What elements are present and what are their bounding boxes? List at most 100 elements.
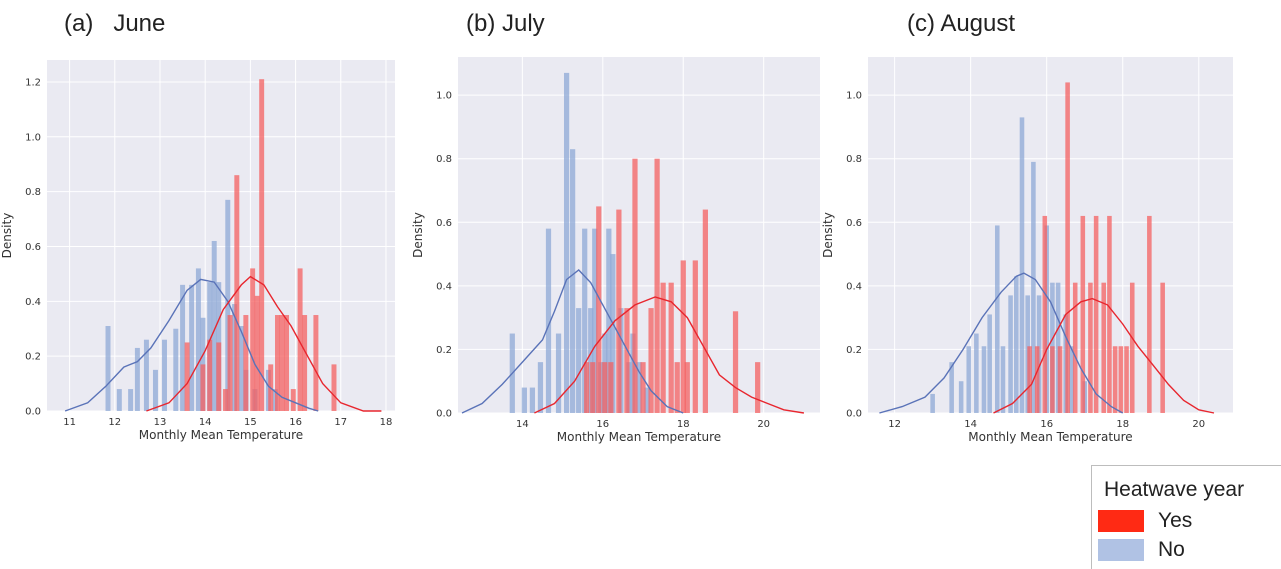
bar-no: [1019, 117, 1025, 414]
x-tick-label: 14: [516, 419, 529, 430]
kde-line-yes: [534, 296, 805, 414]
bar-no: [592, 228, 598, 413]
legend-item-no: No: [1098, 537, 1185, 563]
bar-yes: [654, 158, 660, 413]
bar-no: [974, 333, 979, 413]
bar-yes: [602, 362, 608, 413]
bar-no: [180, 284, 186, 411]
y-tick-label: 0.4: [436, 281, 452, 292]
bar-no: [644, 387, 650, 413]
bar-yes: [624, 308, 630, 413]
x-tick-label: 17: [334, 417, 347, 428]
plot-area: [458, 57, 820, 413]
y-tick-label: 0.6: [25, 242, 41, 253]
bar-yes: [732, 311, 739, 413]
bar-no: [981, 346, 987, 413]
bar-no: [930, 393, 935, 413]
x-tick-label: 12: [108, 417, 121, 428]
panel-title-june: (a) June: [64, 10, 166, 37]
kde-line-yes: [146, 275, 382, 412]
kde-line-no: [461, 269, 684, 414]
y-tick-label: 1.0: [25, 132, 41, 143]
bar-yes: [313, 315, 319, 411]
bar-no: [987, 314, 992, 413]
bar-no: [521, 387, 527, 413]
y-tick-label: 0.2: [25, 352, 41, 363]
bar-no: [588, 308, 594, 413]
bar-yes: [1160, 282, 1165, 413]
bar-no: [173, 328, 179, 411]
bar-yes: [616, 209, 622, 413]
bar-yes: [1124, 346, 1129, 413]
bar-no: [1014, 276, 1019, 413]
bar-no: [576, 308, 582, 413]
bar-yes: [259, 79, 265, 411]
bar-yes: [1101, 282, 1107, 413]
bar-no: [1031, 161, 1036, 413]
x-tick-label: 20: [757, 419, 770, 430]
plot-july: 14 16 18 20 0.0 0.2 0.4 0.6 0.8 1.0 Monthly Mean T…: [411, 57, 820, 444]
bar-no: [162, 339, 167, 411]
bar-yes: [302, 315, 308, 411]
y-tick-label: 0.8: [846, 154, 862, 165]
y-tick-label: 1.0: [436, 91, 452, 102]
bar-yes: [1129, 282, 1135, 413]
bar-no: [563, 72, 570, 414]
y-tick-label: 0.4: [25, 297, 41, 308]
x-tick-label: 18: [677, 419, 690, 430]
bar-no: [529, 387, 536, 413]
bar-yes: [668, 282, 674, 413]
y-tick-label: 0.8: [25, 187, 41, 198]
bar-yes: [680, 260, 686, 413]
bar-yes: [640, 362, 646, 413]
y-tick-label: 0.0: [846, 409, 862, 420]
bar-yes: [632, 158, 638, 413]
bar-yes: [1080, 215, 1086, 413]
bar-yes: [674, 362, 680, 413]
bar-yes: [590, 362, 596, 413]
bar-no: [128, 389, 134, 411]
bar-no: [582, 228, 588, 413]
legend-item-yes: Yes: [1098, 508, 1192, 534]
bar-yes: [279, 315, 285, 411]
bar-no: [195, 268, 201, 411]
bar-yes: [227, 315, 233, 411]
x-axis-label: Monthly Mean Temperature: [968, 430, 1132, 444]
bar-yes: [584, 362, 590, 413]
bar-yes: [684, 362, 690, 413]
bar-yes: [297, 268, 303, 411]
y-tick-label: 0.6: [846, 218, 862, 229]
y-tick-label: 0.2: [436, 345, 452, 356]
bar-no: [211, 240, 217, 411]
bar-no: [636, 362, 642, 413]
y-tick-label: 0.6: [436, 218, 452, 229]
y-tick-label: 0.4: [846, 281, 862, 292]
bar-no: [570, 149, 576, 413]
bar-no: [1000, 346, 1006, 413]
bar-no: [143, 339, 149, 411]
plot-june: 11 12 13 14 15 16 17 18 0.0 0.2 0.4 0.6 0.8 1.0 1.2 Mon…: [0, 60, 395, 442]
bar-yes: [1147, 215, 1152, 413]
bar-no: [152, 369, 158, 411]
bar-yes: [660, 282, 666, 413]
bar-no: [994, 225, 1000, 413]
bar-yes: [1042, 215, 1048, 413]
bar-no: [189, 284, 195, 411]
x-tick-label: 14: [199, 417, 212, 428]
bar-yes: [223, 389, 229, 411]
y-tick-label: 0.2: [846, 345, 862, 356]
bar-yes: [648, 308, 654, 413]
x-axis-label: Monthly Mean Temperature: [557, 430, 721, 444]
bar-yes: [207, 339, 213, 411]
y-tick-label: 0.0: [25, 407, 41, 418]
bar-yes: [1093, 215, 1099, 413]
legend-title: Heatwave year: [1104, 478, 1245, 501]
bar-yes: [596, 206, 602, 413]
y-axis-label: Density: [821, 212, 835, 258]
bar-no: [606, 228, 612, 413]
panel-title-august: (c) August: [907, 10, 1016, 37]
bar-yes: [1027, 346, 1032, 413]
bar-yes: [1112, 346, 1118, 413]
legend-label-yes: Yes: [1158, 509, 1193, 532]
